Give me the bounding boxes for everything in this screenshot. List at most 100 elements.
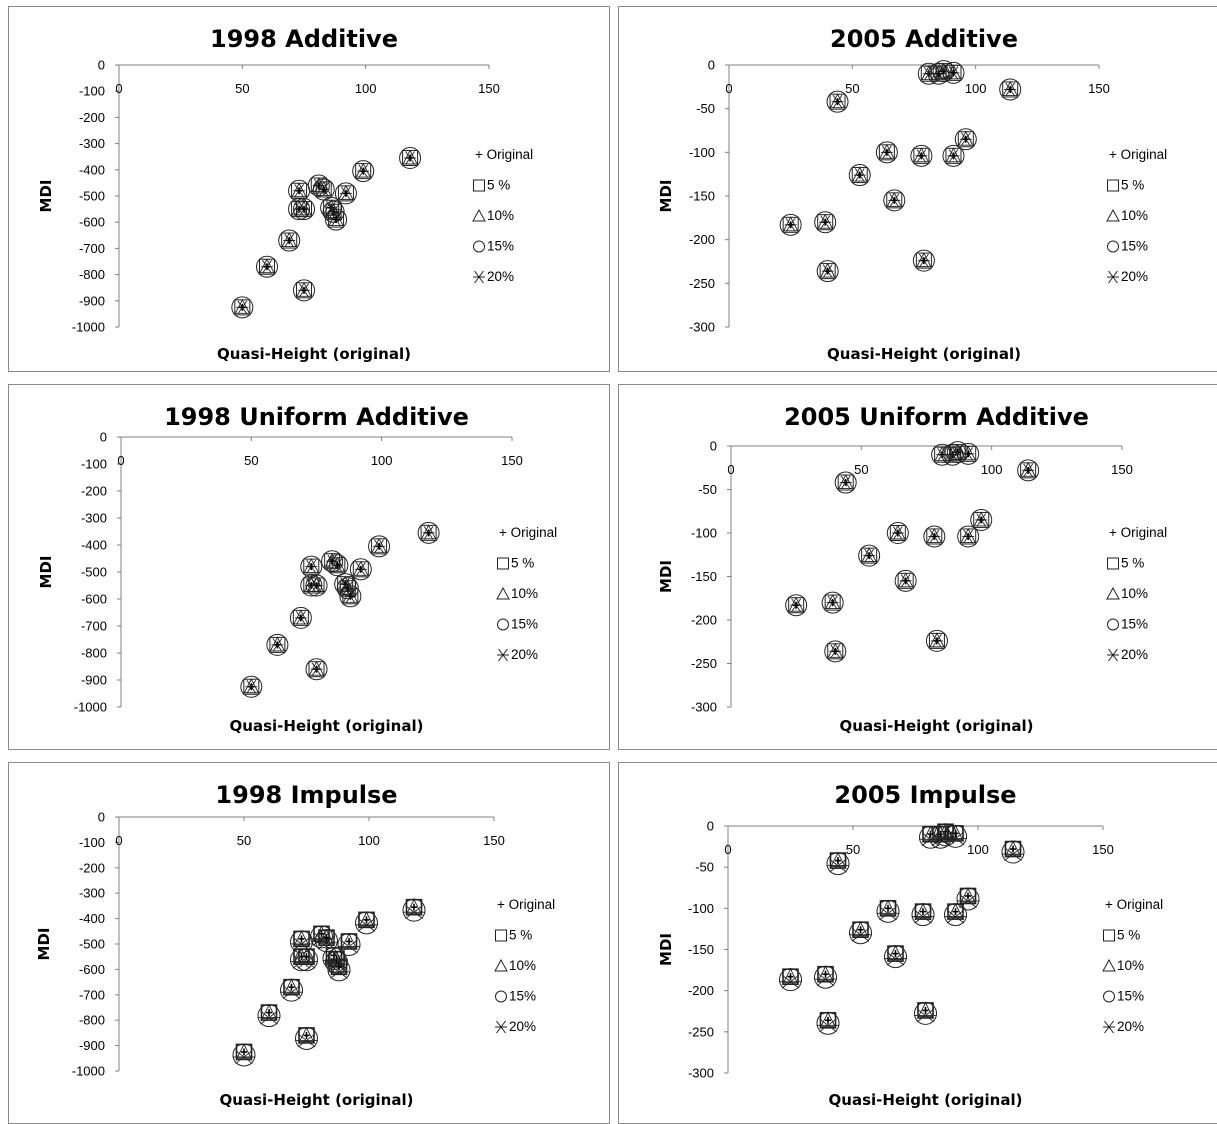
legend-label: 20% bbox=[509, 1019, 536, 1034]
data-point bbox=[914, 1001, 937, 1025]
legend-item: + Original bbox=[1109, 147, 1167, 162]
marker-10pct bbox=[331, 958, 347, 974]
marker-10pct bbox=[817, 213, 833, 229]
data-point bbox=[280, 978, 303, 1002]
marker-10pct bbox=[886, 191, 903, 207]
legend-item: 10% bbox=[494, 958, 536, 973]
marker-10pct bbox=[782, 968, 799, 984]
x-axis-label: Quasi-Height (original) bbox=[829, 1091, 1023, 1109]
marker-10pct bbox=[269, 636, 286, 652]
marker-15pct bbox=[334, 182, 357, 205]
y-axis-label: MDI bbox=[35, 928, 53, 961]
data-point bbox=[944, 903, 967, 927]
marker-15pct bbox=[256, 255, 278, 278]
x-tick-label: 150 bbox=[1088, 81, 1110, 96]
chart-title: 1998 Impulse bbox=[215, 781, 397, 809]
data-point bbox=[824, 640, 847, 663]
legend-label: 15% bbox=[509, 989, 536, 1004]
marker-10pct bbox=[915, 903, 931, 919]
marker-15pct bbox=[352, 160, 375, 183]
marker-10pct bbox=[234, 298, 251, 314]
y-tick-label: -100 bbox=[79, 84, 105, 99]
y-axis-label: MDI bbox=[37, 180, 55, 213]
marker-10pct bbox=[293, 609, 309, 625]
legend-item: 5 % bbox=[1107, 178, 1144, 193]
marker-10pct bbox=[916, 252, 932, 268]
y-tick-label: -800 bbox=[81, 646, 107, 661]
marker-15pct bbox=[957, 525, 980, 548]
legend-asterisk-icon bbox=[473, 270, 485, 284]
marker-10pct bbox=[879, 143, 895, 159]
y-tick-label: -200 bbox=[691, 613, 717, 628]
data-point bbox=[368, 535, 391, 558]
chart-svg: 2005 Additive 0 -50 -100 -150 -200 -250 -300 0 50… bbox=[657, 25, 1167, 363]
data-point bbox=[886, 522, 909, 544]
marker-10pct bbox=[890, 524, 906, 540]
marker-15pct bbox=[1017, 459, 1040, 482]
legend-item: 20% bbox=[473, 269, 514, 284]
data-point bbox=[266, 633, 289, 656]
marker-15pct bbox=[305, 658, 328, 681]
data-point bbox=[999, 78, 1022, 101]
marker-15pct bbox=[785, 594, 808, 617]
legend: + Original 5 % 10% 15% 20% bbox=[1106, 525, 1167, 662]
marker-10pct bbox=[837, 474, 854, 489]
marker-15pct bbox=[923, 525, 946, 548]
data-point bbox=[785, 594, 808, 617]
data-point bbox=[849, 921, 872, 945]
marker-10pct bbox=[281, 232, 297, 247]
data-point bbox=[289, 606, 312, 629]
chart-panel-1998-impulse: 1998 Impulse 0 -100 -200 -300 -400 -500 -600 -70… bbox=[8, 762, 610, 1124]
y-tick-label: -800 bbox=[79, 1013, 105, 1028]
chart-title: 2005 Uniform Additive bbox=[784, 403, 1089, 431]
legend-circle-icon bbox=[497, 618, 509, 631]
marker-10pct bbox=[945, 64, 962, 80]
y-tick-label: 0 bbox=[98, 810, 105, 825]
legend-asterisk-icon bbox=[1103, 1020, 1115, 1034]
marker-10pct bbox=[326, 946, 342, 962]
marker-15pct bbox=[834, 471, 857, 494]
marker-15pct bbox=[957, 442, 980, 465]
x-tick-label: 50 bbox=[854, 462, 868, 477]
data-point bbox=[278, 229, 301, 252]
data-point bbox=[816, 260, 839, 283]
legend-item: + Original bbox=[497, 897, 555, 912]
legend-label: + Original bbox=[1105, 897, 1163, 912]
legend-circle-icon bbox=[1107, 618, 1119, 631]
y-tick-label: -250 bbox=[688, 1024, 714, 1039]
marker-15pct bbox=[886, 522, 909, 544]
data-point bbox=[912, 249, 935, 272]
marker-10pct bbox=[1002, 80, 1018, 96]
marker-10pct bbox=[950, 443, 966, 459]
legend-label: 10% bbox=[511, 586, 538, 601]
marker-15pct bbox=[417, 521, 440, 544]
marker-15pct bbox=[875, 141, 898, 164]
marker-10pct bbox=[261, 1004, 277, 1020]
y-tick-label: -300 bbox=[688, 1066, 714, 1081]
marker-15pct bbox=[821, 591, 844, 614]
data-point bbox=[957, 525, 980, 548]
chart-panel-2005-impulse: 2005 Impulse 0 -50 -100 -150 -200 -250 -300 0 50 1… bbox=[618, 762, 1217, 1124]
y-tick-label: -150 bbox=[688, 942, 714, 957]
legend-item: 5 % bbox=[1107, 556, 1144, 571]
marker-10pct bbox=[929, 632, 945, 648]
legend-label: 15% bbox=[1121, 239, 1148, 254]
legend-square-icon bbox=[1107, 179, 1119, 192]
legend-item: + Original bbox=[1109, 525, 1167, 540]
legend-item: 20% bbox=[495, 1019, 536, 1034]
x-axis-label: Quasi-Height (original) bbox=[840, 717, 1034, 735]
legend-square-icon bbox=[1103, 929, 1115, 942]
marker-10pct bbox=[947, 824, 964, 840]
marker-10pct bbox=[329, 556, 346, 572]
legend-label: + Original bbox=[497, 897, 555, 912]
marker-10pct bbox=[406, 898, 422, 914]
marker-10pct bbox=[308, 577, 325, 592]
marker-15pct bbox=[231, 296, 254, 319]
legend-item: 10% bbox=[1102, 958, 1144, 973]
data-point bbox=[334, 182, 357, 205]
data-point bbox=[954, 128, 977, 151]
data-point bbox=[848, 164, 871, 187]
marker-10pct bbox=[328, 211, 344, 227]
data-point bbox=[894, 569, 917, 592]
y-tick-label: -400 bbox=[79, 911, 105, 926]
